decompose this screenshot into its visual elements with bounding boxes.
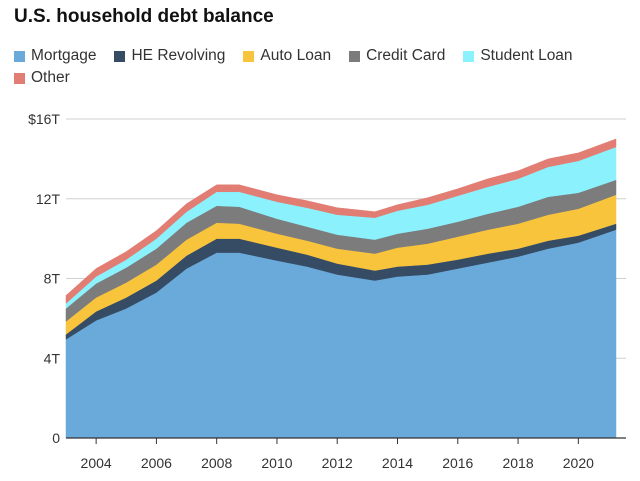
x-tick-label: 2004 [81, 455, 112, 471]
area-bands [65, 138, 617, 439]
legend-swatch [114, 50, 126, 62]
legend-item-student-loan: Student Loan [463, 46, 573, 66]
legend-item-credit-card: Credit Card [349, 46, 445, 66]
chart-legend: Mortgage HE Revolving Auto Loan Credit Card… [14, 46, 614, 88]
x-tick-label: 2010 [261, 455, 292, 471]
y-tick-label: 8T [44, 271, 61, 287]
legend-swatch [14, 72, 25, 84]
y-tick-label: 0 [52, 430, 60, 446]
legend-item-he-revolving: HE Revolving [114, 46, 225, 66]
y-tick-label: 4T [44, 350, 61, 366]
legend-label: Auto Loan [260, 47, 332, 64]
legend-swatch [243, 50, 255, 62]
legend-label: Credit Card [366, 47, 446, 64]
y-tick-label: 12T [36, 191, 61, 207]
legend-item-mortgage: Mortgage [14, 46, 96, 66]
x-tick-label: 2020 [563, 455, 594, 471]
x-tick-label: 2008 [201, 455, 232, 471]
legend-label: Mortgage [31, 47, 97, 64]
legend-swatch [463, 50, 475, 62]
area-other [65, 138, 617, 304]
axes: 0 4T 8T 12T $16T 2004 2006 2008 2010 2012 2014 2016… [28, 111, 626, 471]
chart-title: U.S. household debt balance [14, 6, 274, 27]
x-tick-label: 2018 [502, 455, 533, 471]
legend-label: Student Loan [480, 47, 573, 64]
x-tick-label: 2006 [141, 455, 172, 471]
legend-swatch [349, 50, 361, 62]
legend-swatch [14, 50, 25, 62]
x-tick-label: 2014 [382, 455, 413, 471]
x-tick-label: 2012 [322, 455, 353, 471]
x-tick-label: 2016 [442, 455, 473, 471]
legend-label: HE Revolving [131, 47, 226, 64]
y-tick-label: $16T [28, 111, 60, 127]
legend-item-auto-loan: Auto Loan [243, 46, 331, 66]
legend-label: Other [31, 69, 70, 86]
legend-item-other: Other [14, 68, 70, 88]
